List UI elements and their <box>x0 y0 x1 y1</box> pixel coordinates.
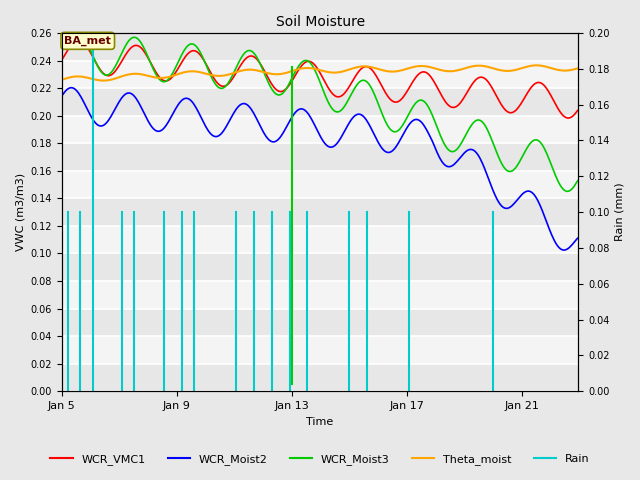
Text: BA_met: BA_met <box>64 36 111 46</box>
Bar <box>62 33 578 60</box>
Bar <box>62 143 578 171</box>
Bar <box>62 309 578 336</box>
Bar <box>62 60 578 88</box>
Title: Soil Moisture: Soil Moisture <box>275 15 365 29</box>
Bar <box>62 226 578 253</box>
Bar <box>62 116 578 143</box>
X-axis label: Time: Time <box>307 417 333 427</box>
Bar <box>62 281 578 309</box>
Bar <box>62 253 578 281</box>
Bar <box>62 336 578 364</box>
Y-axis label: Rain (mm): Rain (mm) <box>615 183 625 241</box>
Legend: WCR_VMC1, WCR_Moist2, WCR_Moist3, Theta_moist, Rain: WCR_VMC1, WCR_Moist2, WCR_Moist3, Theta_… <box>46 450 594 469</box>
Bar <box>62 198 578 226</box>
Bar <box>62 364 578 391</box>
Y-axis label: VWC (m3/m3): VWC (m3/m3) <box>15 173 25 251</box>
Bar <box>62 88 578 116</box>
Bar <box>62 171 578 198</box>
